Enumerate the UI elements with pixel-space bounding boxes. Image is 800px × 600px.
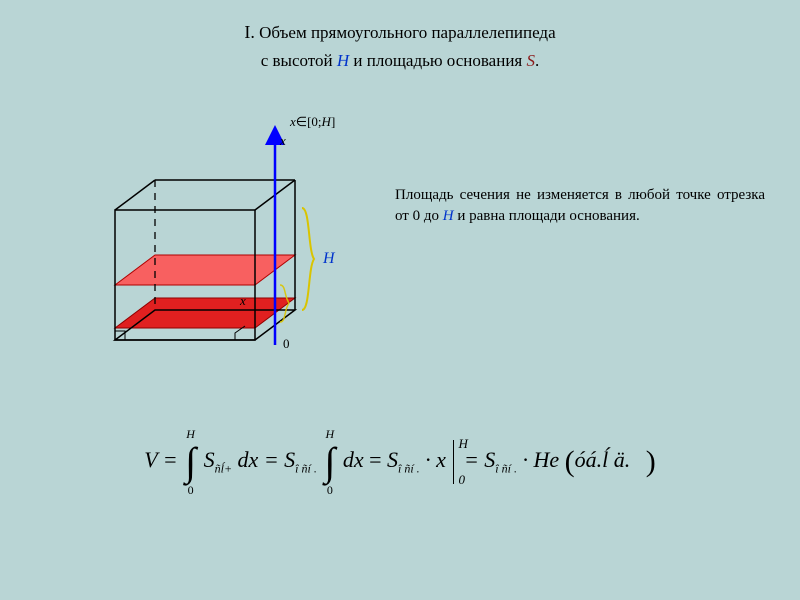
f-tail: óá.ĺ ä.	[575, 447, 631, 472]
x-axis-label: x	[279, 133, 286, 148]
f-He: He	[533, 447, 559, 472]
f-x: x	[436, 447, 446, 472]
f-dot1: ·	[425, 447, 436, 472]
f-V: V	[144, 447, 157, 472]
integral-1: ∫ H 0	[185, 442, 196, 482]
title-line2-pre: с высотой	[261, 51, 337, 70]
integral-2: ∫ H 0	[324, 442, 335, 482]
f-S4: S	[484, 447, 495, 472]
f-eq3: =	[369, 447, 381, 472]
diagram: x∈[0;H] x 0	[80, 110, 370, 390]
f-eq2: =	[264, 447, 284, 472]
f-lparen: (	[565, 445, 575, 478]
H-brace-label: H	[323, 250, 335, 268]
volume-formula: V = ∫ H 0 Sñĺ+ dx = Sî ñí . ∫ H 0 dx = S…	[0, 440, 800, 484]
f-rparen: )	[646, 445, 656, 478]
explain-post: и равна площади основания.	[454, 208, 640, 224]
explanation-text: Площадь сечения не изменяется в любой то…	[395, 185, 765, 227]
f-dx1: dx	[238, 447, 259, 472]
f-eq1: =	[163, 447, 183, 472]
x-point-label: x	[239, 293, 246, 308]
f-S2: S	[284, 447, 295, 472]
title-line2-mid: и площадью основания	[349, 51, 526, 70]
f-sub3: î ñí .	[398, 461, 420, 475]
f-dx2: dx	[343, 447, 364, 472]
eval-bracket: H 0	[453, 440, 454, 484]
f-sub2: î ñí .	[295, 461, 317, 475]
range-label: x∈[0;H]	[290, 114, 335, 130]
explain-H: H	[443, 208, 454, 224]
zero-label: 0	[283, 336, 290, 351]
title-roman: I.	[244, 22, 255, 42]
title-period: .	[535, 51, 539, 70]
f-S3: S	[387, 447, 398, 472]
f-S1: S	[204, 447, 215, 472]
f-sub1: ñĺ+	[215, 461, 232, 475]
title-line1: Объем прямоугольного параллелепипеда	[255, 23, 556, 42]
f-sub4: î ñí .	[495, 461, 517, 475]
f-dot2: ·	[522, 447, 533, 472]
title-H: H	[337, 51, 349, 70]
title-S: S	[527, 51, 536, 70]
title-block: I. Объем прямоугольного параллелепипеда …	[0, 0, 800, 74]
